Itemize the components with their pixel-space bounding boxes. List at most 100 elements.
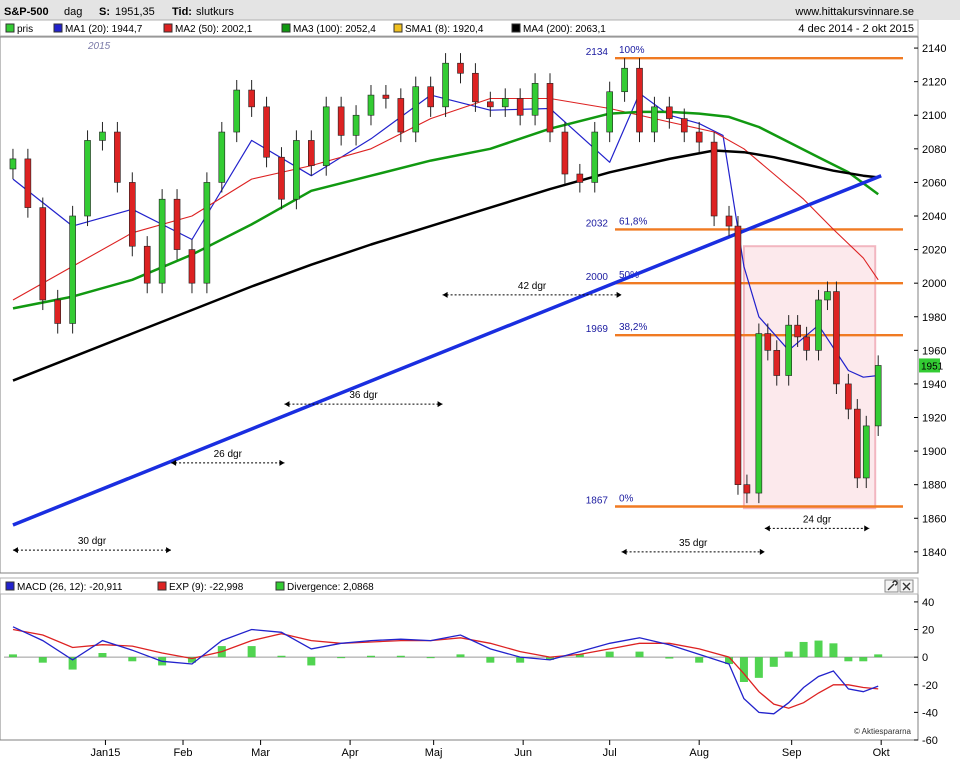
- legend-swatch: [281, 23, 291, 33]
- candle: [9, 158, 17, 170]
- month-label: Aug: [689, 747, 709, 759]
- divergence-bar: [366, 655, 375, 658]
- candle: [803, 336, 810, 351]
- month-label: Jul: [603, 747, 617, 759]
- divergence-bar: [829, 643, 838, 658]
- price-tick-label: 1900: [922, 446, 946, 458]
- month-label: Jan15: [90, 747, 120, 759]
- candle: [173, 198, 181, 250]
- candle: [218, 131, 226, 183]
- price-axis: 1840 1860 1880 1900 1920 1940 1960 1980 2000 2020…: [914, 43, 946, 559]
- divergence-bar: [874, 654, 883, 658]
- last-value: 1951,35: [115, 6, 155, 18]
- fib-percent: 0%: [619, 494, 634, 505]
- divergence-bar: [486, 657, 495, 663]
- divergence-bar: [814, 640, 823, 658]
- macd-tick-label: -40: [922, 707, 938, 719]
- fib-price: 1969: [586, 324, 609, 335]
- distance-label: 30 dgr: [78, 536, 107, 547]
- fib-price: 2134: [586, 47, 609, 58]
- distance-label: 35 dgr: [679, 538, 708, 549]
- divergence-bar: [396, 655, 405, 658]
- symbol: S&P-500: [4, 6, 49, 18]
- candle: [576, 173, 584, 183]
- fib-price: 2000: [586, 272, 609, 283]
- divergence-bar: [277, 655, 286, 658]
- price-tick-label: 2060: [922, 177, 946, 189]
- month-label: Jun: [514, 747, 532, 759]
- price-tick-label: 2120: [922, 77, 946, 89]
- divergence-bar: [426, 657, 435, 659]
- fib-percent: 100%: [619, 45, 645, 56]
- divergence-bar: [859, 657, 868, 662]
- price-tick-label: 1980: [922, 312, 946, 324]
- distance-label: 42 dgr: [518, 281, 547, 292]
- candle: [442, 62, 449, 108]
- signal-line: [12, 628, 879, 709]
- candle: [854, 408, 861, 479]
- candle: [501, 98, 509, 108]
- candle: [337, 106, 345, 136]
- candle: [382, 94, 390, 99]
- price-tick-label: 1960: [922, 345, 946, 357]
- header-bar: [0, 0, 960, 20]
- macd-legend-entry: Divergence: 2,0868: [287, 582, 374, 593]
- divergence-bar: [754, 657, 763, 678]
- divergence-bar: [516, 657, 525, 663]
- divergence-bar: [456, 654, 465, 658]
- macd-tick-label: -20: [922, 680, 938, 692]
- period: dag: [64, 6, 82, 18]
- distance-annotations: 30 dgr 26 dgr 36 dgr 42 dgr 35 dgr 24 dgr: [12, 281, 870, 555]
- candle: [158, 198, 166, 284]
- candle: [773, 350, 781, 376]
- price-tick-label: 1840: [922, 547, 946, 559]
- candle: [188, 249, 196, 284]
- candle: [143, 245, 151, 284]
- price-tick-label: 2020: [922, 245, 946, 257]
- candle: [591, 131, 599, 183]
- divergence-bar: [546, 657, 554, 660]
- price-tick-label: 1880: [922, 480, 946, 492]
- candle: [352, 114, 360, 136]
- last-price-label: 1951: [921, 361, 944, 372]
- divergence-bar: [307, 657, 316, 666]
- month-label: Maj: [425, 747, 443, 759]
- macd-legend: MACD (26, 12): -20,911 EXP (9): -22,998 Di…: [5, 581, 374, 593]
- distance-label: 26 dgr: [214, 449, 243, 460]
- fib-percent: 61,8%: [619, 216, 647, 227]
- candle: [39, 207, 47, 301]
- divergence-bar: [769, 657, 778, 667]
- candle: [472, 72, 479, 103]
- macd-series: [4, 626, 914, 715]
- divergence-bar: [575, 654, 584, 658]
- candle: [561, 131, 569, 175]
- macd-panel: [0, 577, 919, 741]
- candle: [824, 291, 831, 301]
- candle: [755, 333, 763, 494]
- divergence-bar: [337, 657, 346, 659]
- date-range: 4 dec 2014 - 2 okt 2015: [798, 23, 914, 35]
- month-label: Feb: [174, 747, 193, 759]
- candle: [412, 86, 420, 133]
- legend-swatch: [393, 23, 403, 33]
- candle: [457, 62, 464, 74]
- candle: [367, 94, 375, 116]
- candle: [248, 89, 255, 108]
- fib-price: 1867: [586, 496, 609, 507]
- distance-label: 24 dgr: [803, 514, 832, 525]
- candle: [666, 106, 673, 119]
- legend-swatch: [163, 23, 173, 33]
- wrench-icon[interactable]: [884, 579, 899, 593]
- month-label: Mar: [251, 747, 270, 759]
- divergence-bar: [98, 653, 107, 658]
- candle: [516, 98, 524, 116]
- candle: [680, 118, 688, 133]
- candle: [695, 131, 703, 143]
- close-icon[interactable]: [899, 579, 914, 593]
- price-tick-label: 2040: [922, 211, 946, 223]
- legend-bar: [0, 19, 919, 37]
- candle: [278, 156, 285, 200]
- type-value: slutkurs: [196, 6, 234, 18]
- price-series: [9, 53, 882, 504]
- credit: © Aktiespararna: [854, 727, 912, 736]
